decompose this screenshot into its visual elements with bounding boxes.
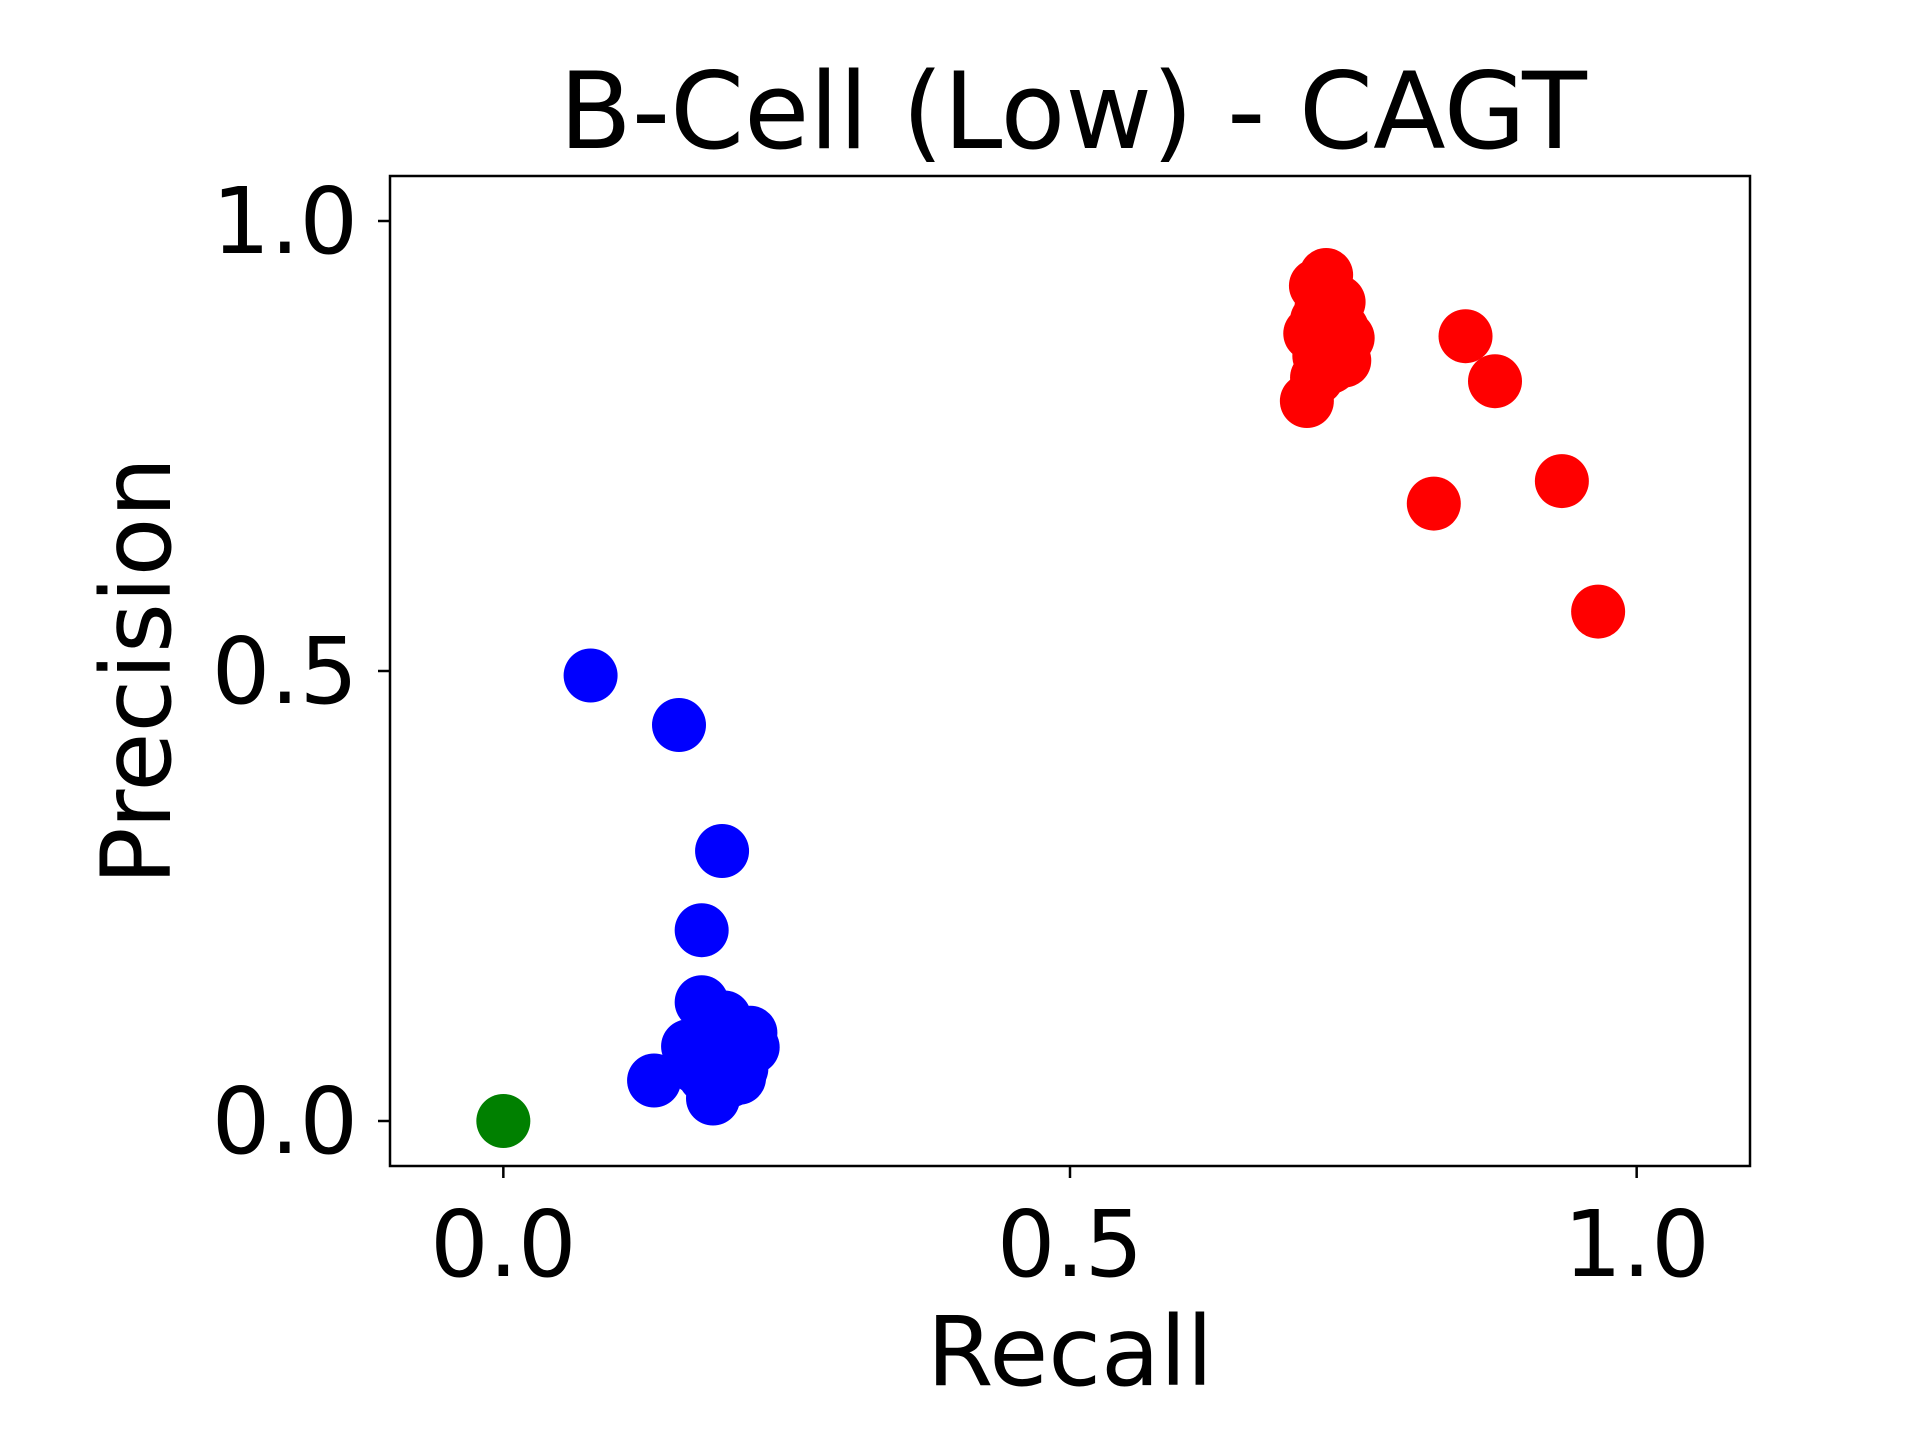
x-axis-label: Recall [927,1296,1213,1408]
scatter-point [674,903,729,958]
scatter-point [1438,309,1493,364]
y-tick-label: 1.0 [212,168,358,275]
scatter-point [476,1094,531,1148]
x-tick-label: 0.0 [430,1191,576,1298]
scatter-point [686,1071,740,1126]
x-tick-label: 1.0 [1564,1191,1710,1298]
scatter-point [695,824,750,878]
x-tick-label: 0.5 [997,1191,1143,1298]
data-points [476,248,1626,1148]
scatter-point [1571,584,1626,639]
y-tick-label: 0.0 [212,1068,358,1175]
x-axis: 0.0 0.5 1.0 [430,1166,1710,1298]
scatter-point [627,1053,682,1108]
scatter-point [1406,476,1461,531]
scatter-point [563,648,618,703]
chart-title: B-Cell (Low) - CAGT [559,50,1588,173]
y-axis: 0.0 0.5 1.0 [212,168,390,1175]
scatter-point [1534,454,1589,509]
scatter-point [1279,374,1334,428]
y-axis-label: Precision [81,457,193,885]
y-tick-label: 0.5 [212,618,358,725]
scatter-point [1468,354,1522,409]
scatter-point [652,698,706,752]
